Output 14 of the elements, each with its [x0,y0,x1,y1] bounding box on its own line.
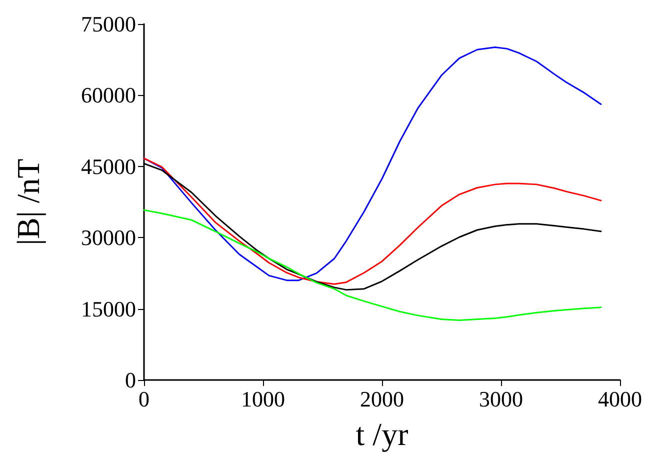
line-series [143,46,602,282]
y-tick-label: 60000 [81,82,136,108]
y-tick-label: 45000 [81,154,136,179]
x-axis-title: t /yr [356,416,409,452]
x-tick-label: 1000 [241,386,285,412]
y-tick-label: 75000 [81,12,136,36]
x-tick-label: 4000 [598,386,642,412]
y-axis-title: |B| /nT [10,158,46,246]
y-tick-label: 15000 [81,296,136,322]
x-tick-label: 2000 [360,386,404,412]
x-tick-label: 3000 [479,386,523,412]
y-tick-label: 30000 [81,225,136,250]
line-series [143,209,602,321]
y-tick-label: 0 [125,368,136,392]
